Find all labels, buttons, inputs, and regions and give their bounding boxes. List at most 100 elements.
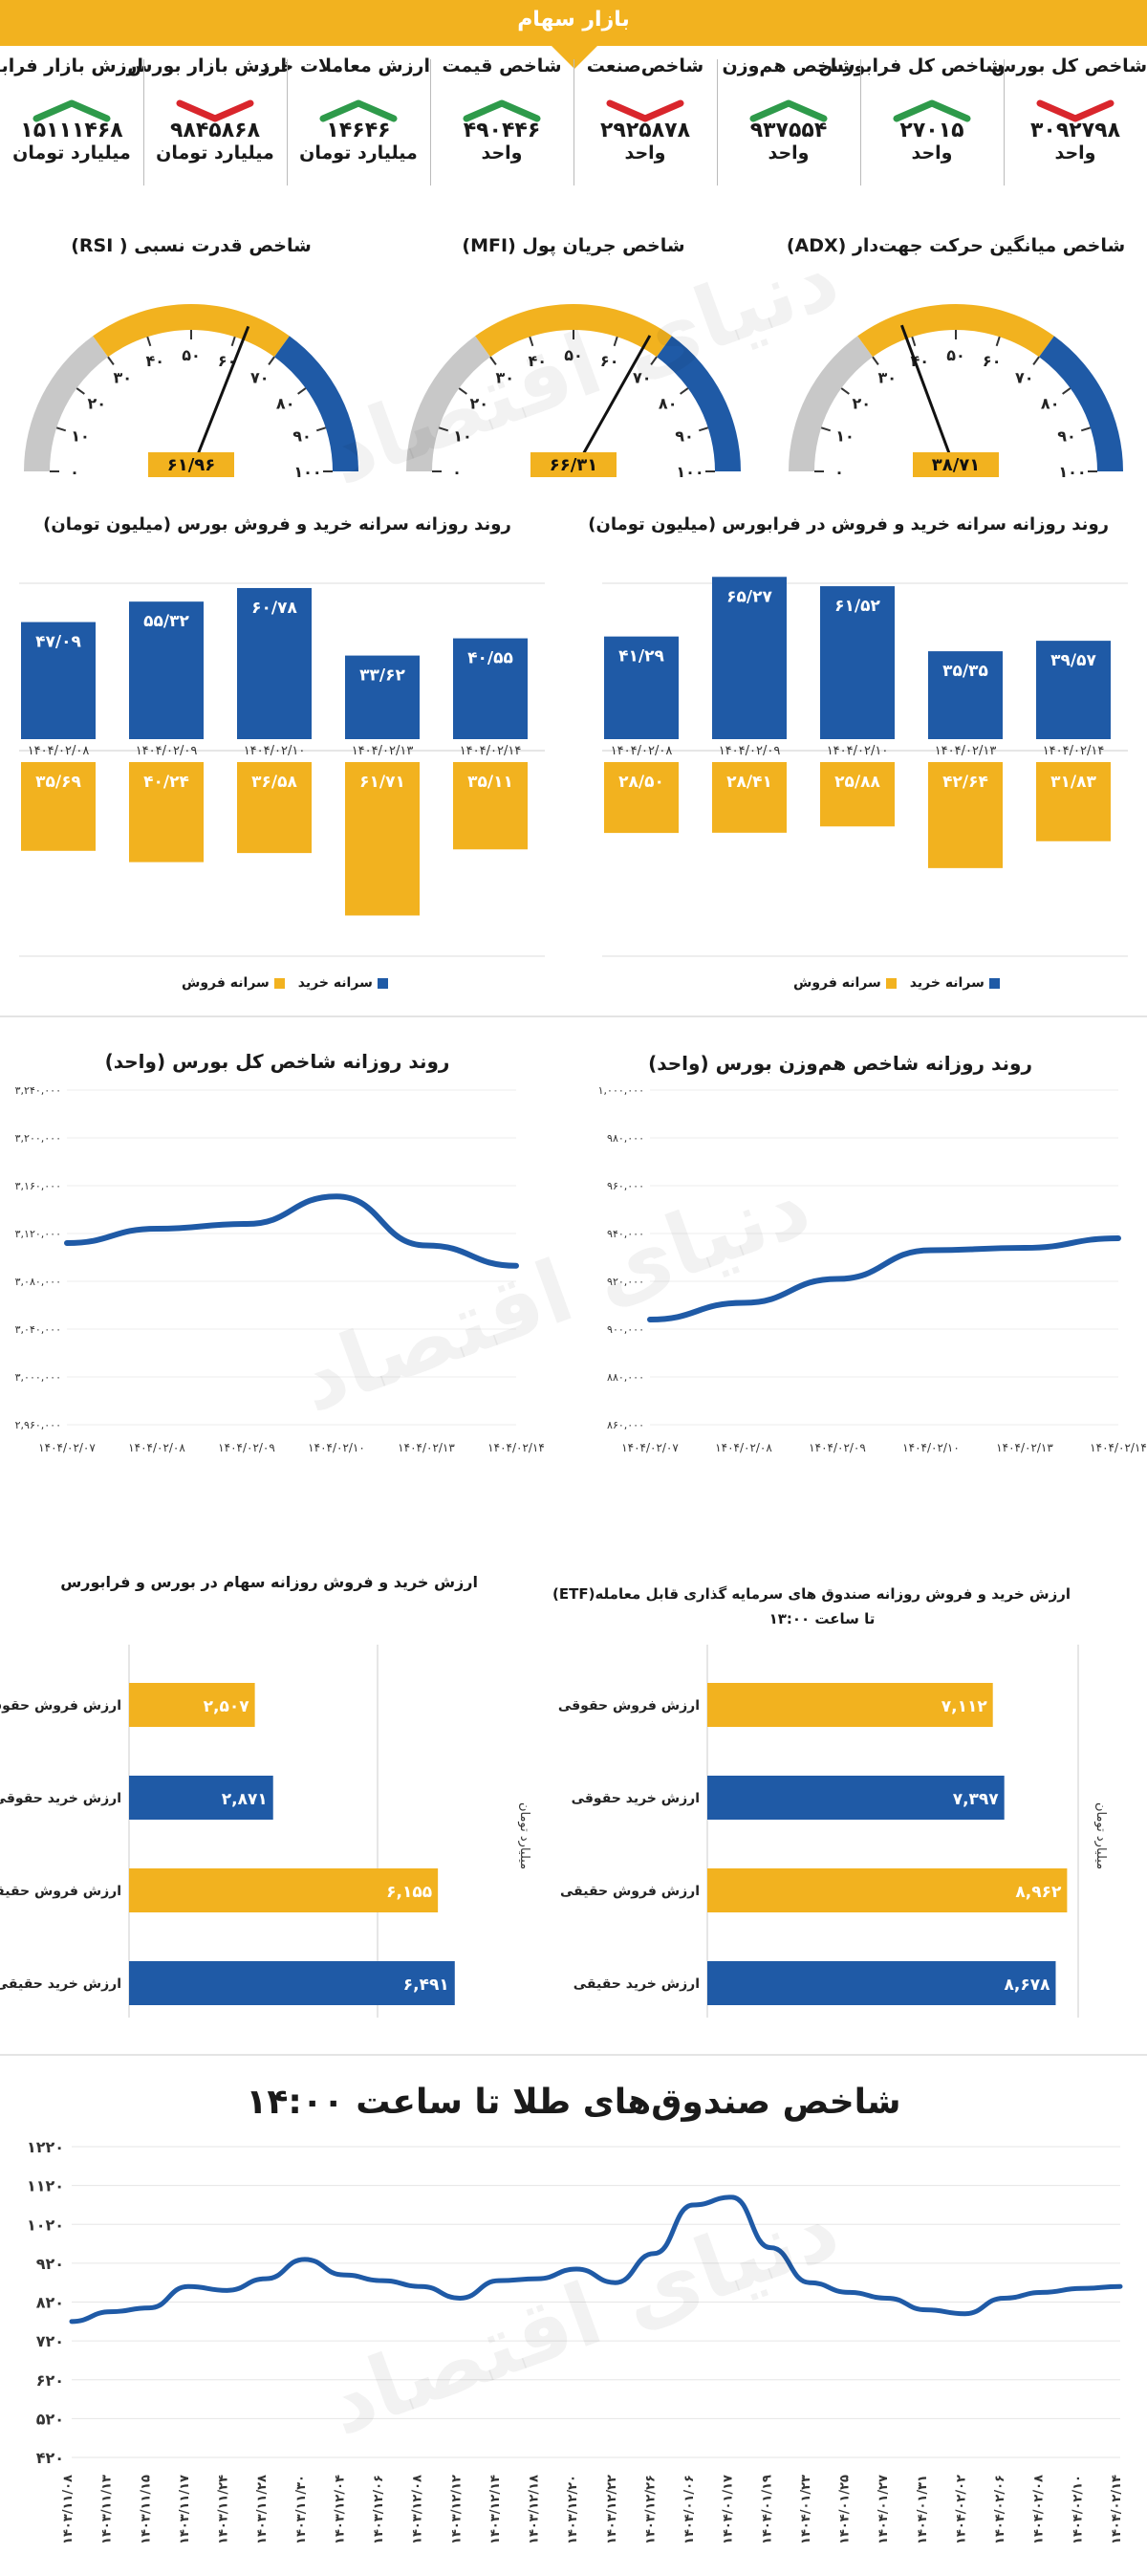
stat-unit: میلیارد تومان xyxy=(299,142,418,164)
stat-unit: واحد xyxy=(768,142,810,164)
y-tick-label: ۱۲۲۰ xyxy=(27,2138,64,2156)
divider xyxy=(0,1015,1147,1017)
stat-label: ارزش معاملات خرد xyxy=(259,55,430,76)
buy-bar-label: ۴۱/۲۹ xyxy=(618,647,664,666)
x-tick-label: ۱۴۰۴/۰۲/۰۶ xyxy=(993,2475,1007,2544)
y-tick-label: ۷۲۰ xyxy=(36,2332,64,2350)
trend-down-icon xyxy=(606,99,684,122)
gauge-tick-label: ۵۰ xyxy=(946,346,965,364)
legend-farabourse: سرانه خرید سرانه فروش xyxy=(793,975,1000,991)
x-tick-label: ۱۴۰۳/۱۲/۰۸ xyxy=(411,2475,425,2544)
index-line xyxy=(64,1193,519,1269)
gauge-tick-label: ۸۰ xyxy=(1041,394,1060,412)
value-bar-charts: میلیارد تومان ۲,۵۰۷ ارزش فروش حقوقی ۲,۸۷۱ ار… xyxy=(0,1645,1108,2018)
gauge-tick-label: ۹۰ xyxy=(1057,426,1076,445)
buy-bar-label: ۴۷/۰۹ xyxy=(35,633,81,652)
stat-unit: واحد xyxy=(481,142,523,164)
gauge-tick-label: ۲۰ xyxy=(470,394,489,412)
sell-bar xyxy=(820,762,895,827)
stat-separator xyxy=(287,59,288,186)
y-tick-label: ۹۴۰,۰۰۰ xyxy=(607,1228,644,1240)
gauge-tick-label: ۳۰ xyxy=(496,368,515,386)
category-label: ۱۴۰۴/۰۲/۱۳ xyxy=(352,744,414,758)
gauge-value: ۶۶/۳۱ xyxy=(550,455,598,475)
header-notch xyxy=(550,44,599,69)
stock-value-title: ارزش خرید و فروش روزانه سهام در بورس و ف… xyxy=(60,1573,478,1591)
gauge-band-low xyxy=(789,336,874,471)
x-tick-label: ۱۴۰۴/۰۲/۱۰ xyxy=(902,1441,960,1454)
x-tick-label: ۱۴۰۳/۱۱/۲۴ xyxy=(217,2475,231,2544)
y-tick-label: ۹۰۰,۰۰۰ xyxy=(607,1323,644,1336)
gauge-band-low xyxy=(406,336,491,471)
gauge-tick-label: ۱۰ xyxy=(453,426,472,445)
buy-bar-label: ۳۳/۶۲ xyxy=(359,666,405,686)
gauge-tick xyxy=(911,336,917,347)
sell-bar xyxy=(1036,762,1111,841)
x-tick-label: ۱۴۰۴/۰۱/۱۷ xyxy=(722,2475,736,2544)
gauge: ۰ ۱۰ ۲۰ ۳۰ ۴۰ ۵۰ ۶۰ ۷۰ ۸۰ ۹۰ ۱۰۰ ۶۶/۳۱ xyxy=(406,304,741,481)
stat-card: شاخص‌صنعت ۲۹۲۵۸۷۸ واحد xyxy=(574,55,717,199)
value-bar xyxy=(707,1961,1056,2005)
buy-bar xyxy=(129,601,204,739)
gauge-tick-label: ۱۰۰ xyxy=(1058,463,1086,481)
category-label: ارزش خرید حقیقی xyxy=(0,1976,121,1992)
gauge-tick xyxy=(820,426,832,432)
x-tick-label: ۱۴۰۴/۰۲/۰۸ xyxy=(715,1441,772,1454)
value-bar-label: ۸,۶۷۸ xyxy=(1005,1976,1051,1995)
x-tick-label: ۱۴۰۳/۱۱/۳۰ xyxy=(294,2475,309,2544)
gauge-tick xyxy=(1062,387,1071,395)
x-tick-label: ۱۴۰۳/۱۲/۲۲ xyxy=(605,2475,619,2544)
y-tick-label: ۸۲۰ xyxy=(36,2294,64,2312)
x-tick-label: ۱۴۰۳/۱۲/۰۴ xyxy=(333,2475,347,2544)
sell-bar-label: ۳۵/۱۱ xyxy=(467,773,513,792)
legend-sell: سرانه فروش xyxy=(182,975,285,991)
trend-up-icon xyxy=(319,99,398,122)
value-bar-label: ۶,۴۹۱ xyxy=(403,1976,449,1995)
category-label: ۱۴۰۴/۰۲/۱۰ xyxy=(244,744,306,758)
sell-bar xyxy=(21,762,96,851)
gauge-tick-label: ۱۰۰ xyxy=(293,463,321,481)
value-bar-label: ۷,۱۱۲ xyxy=(941,1697,988,1716)
gauge-tick xyxy=(1032,356,1040,365)
y-tick-label: ۹۲۰ xyxy=(36,2255,64,2273)
category-label: ارزش خرید حقوقی xyxy=(0,1791,121,1806)
gauge-tick xyxy=(438,426,449,432)
buy-bar-label: ۴۰/۵۵ xyxy=(467,649,513,668)
x-tick-label: ۱۴۰۴/۰۲/۰۲ xyxy=(954,2475,968,2544)
y-tick-label: ۲,۹۶۰,۰۰۰ xyxy=(15,1419,61,1431)
category-label: ۱۴۰۴/۰۲/۰۸ xyxy=(611,744,673,758)
stat-separator xyxy=(717,59,718,186)
gauge-title: شاخص جریان پول (MFI) xyxy=(462,235,685,256)
value-bar-label: ۲,۸۷۱ xyxy=(222,1790,268,1809)
gauge-tick xyxy=(146,336,152,347)
y-tick-label: ۳,۰۰۰,۰۰۰ xyxy=(15,1371,61,1384)
stat-card: ارزش بازار بورس ۹۸۴۵۸۶۸ میلیارد تومان xyxy=(127,55,287,199)
stat-label: شاخص کل بورس xyxy=(991,55,1147,76)
legend-buy-2: سرانه خرید xyxy=(910,975,1000,991)
buy-bar xyxy=(21,622,96,739)
y-tick-label: ۶۲۰ xyxy=(36,2371,64,2390)
gauge-tick xyxy=(297,387,307,395)
unit-label: میلیارد تومان xyxy=(1093,1802,1108,1869)
stat-label: ارزش بازار فرابورس xyxy=(0,55,143,76)
category-label: ۱۴۰۴/۰۲/۰۹ xyxy=(719,744,781,758)
gauge-value: ۶۱/۹۶ xyxy=(167,455,216,475)
sell-bar xyxy=(345,762,420,916)
value-bar xyxy=(129,1776,273,1820)
x-tick-label: ۱۴۰۳/۱۱/۱۵ xyxy=(139,2475,153,2544)
stat-separator xyxy=(860,59,861,186)
category-label: ۱۴۰۴/۰۲/۰۹ xyxy=(136,744,198,758)
gauge-tick-label: ۳۰ xyxy=(114,368,133,386)
y-tick-label: ۹۲۰,۰۰۰ xyxy=(607,1276,644,1288)
gauge-value: ۳۸/۷۱ xyxy=(932,455,981,475)
stat-card: شاخص کل بورس ۳۰۹۲۷۹۸ واحد xyxy=(991,55,1147,199)
stat-card: شاخص هم‌وزن ۹۳۷۵۵۴ واحد xyxy=(717,55,860,199)
x-tick-label: ۱۴۰۴/۰۲/۰۹ xyxy=(809,1441,866,1454)
sell-bar-label: ۶۱/۷۱ xyxy=(359,773,405,792)
gauge-tick-label: ۵۰ xyxy=(182,346,201,364)
category-label: ارزش خرید حقیقی xyxy=(574,1976,700,1992)
gauge-value-box xyxy=(530,452,617,477)
stat-unit: واحد xyxy=(1054,142,1096,164)
gauge-tick-label: ۸۰ xyxy=(659,394,678,412)
